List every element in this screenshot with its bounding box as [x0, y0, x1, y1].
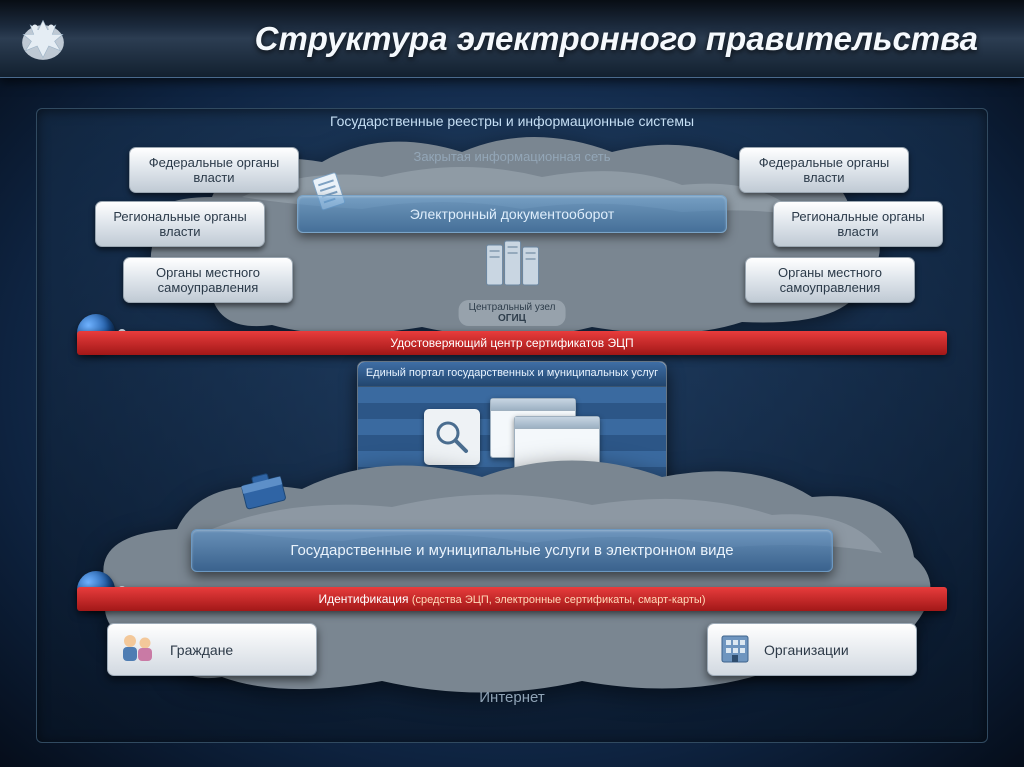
cert-center-text: Удостоверяющий центр сертификатов ЭЦП: [390, 336, 633, 350]
page-title: Структура электронного правительства: [92, 20, 1010, 58]
identification-sub: (средства ЭЦП, электронные сертификаты, …: [412, 594, 706, 606]
cert-center-bar: Удостоверяющий центр сертификатов ЭЦП: [77, 331, 947, 355]
pill-right-federal: Федеральные органы власти: [739, 147, 909, 193]
internet-label: Интернет: [479, 689, 544, 706]
pill-right-local: Органы местного самоуправления: [745, 257, 915, 303]
actor-orgs-label: Организации: [764, 642, 849, 658]
emblem-icon: [14, 10, 72, 68]
actor-citizens-label: Граждане: [170, 642, 233, 658]
closed-net-label: Закрытая информационная сеть: [414, 149, 611, 164]
ogic-server-icon: Центральный узел ОГИЦ: [459, 239, 566, 326]
pill-left-local: Органы местного самоуправления: [123, 257, 293, 303]
pill-left-federal: Федеральные органы власти: [129, 147, 299, 193]
ogic-line1: Центральный узел: [469, 302, 556, 313]
identification-title: Идентификация: [319, 592, 409, 606]
registers-label: Государственные реестры и информационные…: [330, 113, 694, 129]
e-services-bar: Государственные и муниципальные услуги в…: [191, 529, 833, 572]
actor-citizens: Граждане: [107, 623, 317, 676]
diagram-stage: Государственные реестры и информационные…: [36, 108, 988, 743]
pill-right-regional: Региональные органы власти: [773, 201, 943, 247]
actor-orgs: Организации: [707, 623, 917, 676]
briefcase-icon: [237, 469, 289, 516]
pill-left-regional: Региональные органы власти: [95, 201, 265, 247]
doc-flow-bar: Электронный документооборот: [297, 195, 727, 233]
people-icon: [118, 632, 158, 667]
building-icon: [718, 632, 752, 667]
ogic-line2: ОГИЦ: [498, 313, 526, 324]
portal-title: Единый портал государственных и муниципа…: [358, 362, 666, 387]
identification-bar: Идентификация (средства ЭЦП, электронные…: [77, 587, 947, 611]
header: Структура электронного правительства: [0, 0, 1024, 78]
